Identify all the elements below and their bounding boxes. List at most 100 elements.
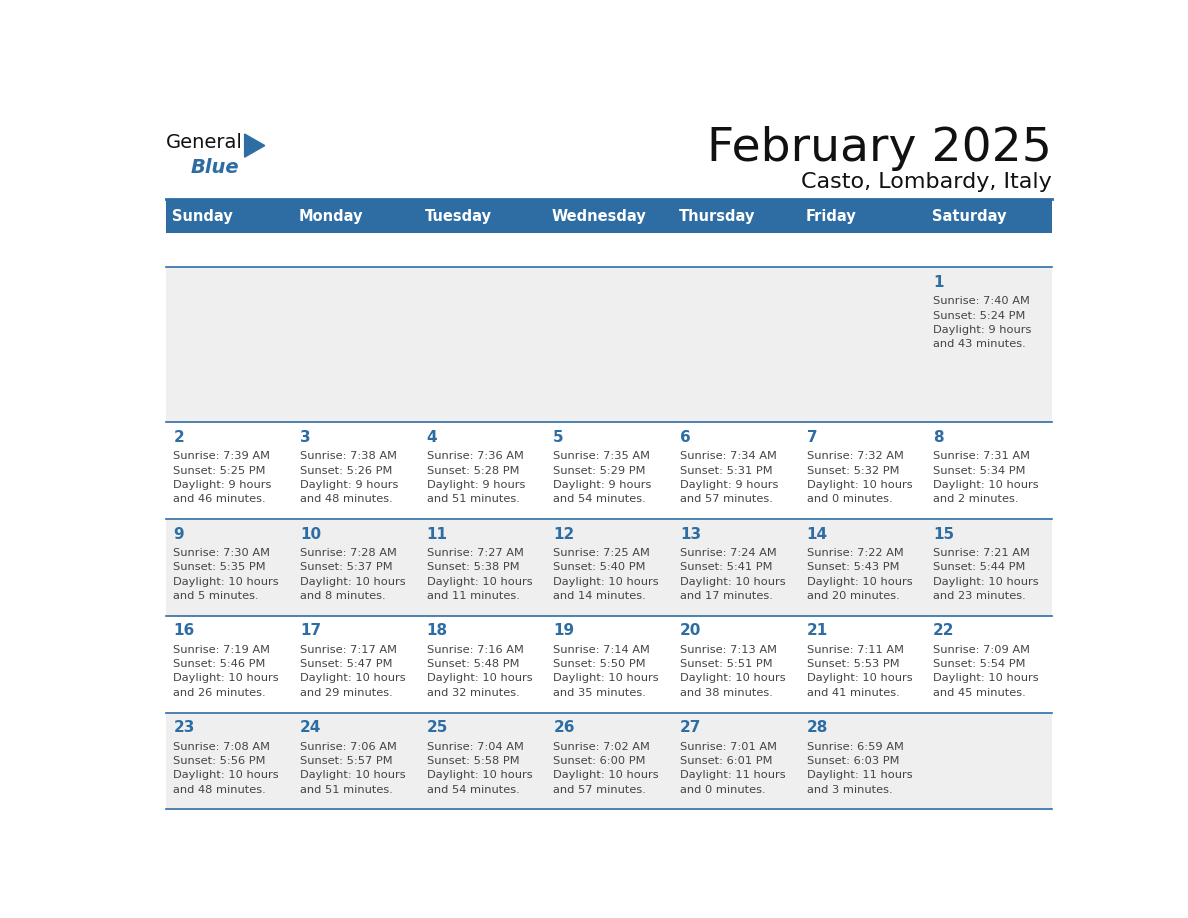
Text: Sunrise: 7:19 AM: Sunrise: 7:19 AM <box>173 645 271 655</box>
Text: and 41 minutes.: and 41 minutes. <box>807 688 899 698</box>
Text: 2: 2 <box>173 430 184 445</box>
Text: Daylight: 10 hours: Daylight: 10 hours <box>807 674 912 684</box>
Text: Sunset: 6:01 PM: Sunset: 6:01 PM <box>680 756 772 766</box>
Text: Sunrise: 7:02 AM: Sunrise: 7:02 AM <box>554 742 650 752</box>
Text: and 46 minutes.: and 46 minutes. <box>173 494 266 504</box>
Text: and 3 minutes.: and 3 minutes. <box>807 785 892 794</box>
Text: and 23 minutes.: and 23 minutes. <box>934 591 1026 601</box>
Text: Tuesday: Tuesday <box>425 209 492 224</box>
Text: Daylight: 10 hours: Daylight: 10 hours <box>299 770 405 780</box>
Text: Sunset: 5:43 PM: Sunset: 5:43 PM <box>807 563 899 573</box>
Text: and 26 minutes.: and 26 minutes. <box>173 688 266 698</box>
Text: Sunset: 5:58 PM: Sunset: 5:58 PM <box>426 756 519 766</box>
Text: 27: 27 <box>680 721 701 735</box>
Text: 7: 7 <box>807 430 817 445</box>
Text: 17: 17 <box>299 623 321 638</box>
Text: 1: 1 <box>934 274 943 290</box>
Text: and 51 minutes.: and 51 minutes. <box>299 785 393 794</box>
Text: Sunrise: 7:39 AM: Sunrise: 7:39 AM <box>173 452 271 462</box>
Text: Sunset: 5:41 PM: Sunset: 5:41 PM <box>680 563 772 573</box>
Text: 4: 4 <box>426 430 437 445</box>
Text: Sunset: 6:03 PM: Sunset: 6:03 PM <box>807 756 899 766</box>
Text: Sunrise: 7:17 AM: Sunrise: 7:17 AM <box>299 645 397 655</box>
Text: Daylight: 10 hours: Daylight: 10 hours <box>554 770 659 780</box>
Text: February 2025: February 2025 <box>707 126 1053 171</box>
Text: Sunrise: 7:32 AM: Sunrise: 7:32 AM <box>807 452 903 462</box>
Text: and 38 minutes.: and 38 minutes. <box>680 688 773 698</box>
Text: Daylight: 10 hours: Daylight: 10 hours <box>426 577 532 587</box>
Text: Sunrise: 7:16 AM: Sunrise: 7:16 AM <box>426 645 524 655</box>
Text: Daylight: 10 hours: Daylight: 10 hours <box>807 480 912 490</box>
Text: Daylight: 10 hours: Daylight: 10 hours <box>173 770 279 780</box>
Text: Daylight: 10 hours: Daylight: 10 hours <box>173 577 279 587</box>
Text: and 45 minutes.: and 45 minutes. <box>934 688 1026 698</box>
Bar <box>165 712 1053 810</box>
Text: Daylight: 10 hours: Daylight: 10 hours <box>807 577 912 587</box>
Text: Sunrise: 7:24 AM: Sunrise: 7:24 AM <box>680 548 777 558</box>
Text: and 0 minutes.: and 0 minutes. <box>680 785 765 794</box>
Text: 19: 19 <box>554 623 574 638</box>
Text: Daylight: 10 hours: Daylight: 10 hours <box>173 674 279 684</box>
Text: 25: 25 <box>426 721 448 735</box>
Text: 15: 15 <box>934 527 954 542</box>
Text: Daylight: 9 hours: Daylight: 9 hours <box>299 480 398 490</box>
Text: and 17 minutes.: and 17 minutes. <box>680 591 773 601</box>
Text: Sunset: 5:53 PM: Sunset: 5:53 PM <box>807 659 899 669</box>
Text: Sunset: 5:40 PM: Sunset: 5:40 PM <box>554 563 646 573</box>
Text: and 57 minutes.: and 57 minutes. <box>680 494 773 504</box>
Text: 23: 23 <box>173 721 195 735</box>
Text: Sunrise: 7:30 AM: Sunrise: 7:30 AM <box>173 548 271 558</box>
Text: Sunset: 5:29 PM: Sunset: 5:29 PM <box>554 465 646 476</box>
Text: Sunset: 5:46 PM: Sunset: 5:46 PM <box>173 659 266 669</box>
Text: Daylight: 10 hours: Daylight: 10 hours <box>934 480 1038 490</box>
Text: Sunset: 5:44 PM: Sunset: 5:44 PM <box>934 563 1025 573</box>
Text: and 54 minutes.: and 54 minutes. <box>554 494 646 504</box>
Text: Sunrise: 7:21 AM: Sunrise: 7:21 AM <box>934 548 1030 558</box>
Text: Daylight: 9 hours: Daylight: 9 hours <box>173 480 272 490</box>
Text: 10: 10 <box>299 527 321 542</box>
Text: and 0 minutes.: and 0 minutes. <box>807 494 892 504</box>
Text: and 11 minutes.: and 11 minutes. <box>426 591 519 601</box>
Text: Sunrise: 7:04 AM: Sunrise: 7:04 AM <box>426 742 524 752</box>
Text: Sunset: 5:56 PM: Sunset: 5:56 PM <box>173 756 266 766</box>
Text: and 14 minutes.: and 14 minutes. <box>554 591 646 601</box>
Text: Sunrise: 7:13 AM: Sunrise: 7:13 AM <box>680 645 777 655</box>
Text: Sunrise: 7:01 AM: Sunrise: 7:01 AM <box>680 742 777 752</box>
Text: and 5 minutes.: and 5 minutes. <box>173 591 259 601</box>
Text: Sunset: 5:28 PM: Sunset: 5:28 PM <box>426 465 519 476</box>
Text: 21: 21 <box>807 623 828 638</box>
Text: Sunset: 5:34 PM: Sunset: 5:34 PM <box>934 465 1025 476</box>
Text: Wednesday: Wednesday <box>552 209 646 224</box>
Text: General: General <box>165 133 242 152</box>
Text: Daylight: 11 hours: Daylight: 11 hours <box>680 770 785 780</box>
Text: Daylight: 10 hours: Daylight: 10 hours <box>299 674 405 684</box>
Text: 6: 6 <box>680 430 690 445</box>
Text: Sunset: 5:35 PM: Sunset: 5:35 PM <box>173 563 266 573</box>
Text: Sunrise: 7:38 AM: Sunrise: 7:38 AM <box>299 452 397 462</box>
Text: 9: 9 <box>173 527 184 542</box>
Text: Sunrise: 7:14 AM: Sunrise: 7:14 AM <box>554 645 650 655</box>
Text: Sunrise: 7:35 AM: Sunrise: 7:35 AM <box>554 452 650 462</box>
Bar <box>165 422 1053 519</box>
Text: Sunset: 5:26 PM: Sunset: 5:26 PM <box>299 465 392 476</box>
Text: 3: 3 <box>299 430 310 445</box>
Text: 8: 8 <box>934 430 944 445</box>
Text: and 43 minutes.: and 43 minutes. <box>934 340 1026 349</box>
Text: and 57 minutes.: and 57 minutes. <box>554 785 646 794</box>
Text: Sunset: 5:57 PM: Sunset: 5:57 PM <box>299 756 392 766</box>
Text: Sunset: 5:51 PM: Sunset: 5:51 PM <box>680 659 772 669</box>
Text: 18: 18 <box>426 623 448 638</box>
Text: 13: 13 <box>680 527 701 542</box>
Text: Sunrise: 7:34 AM: Sunrise: 7:34 AM <box>680 452 777 462</box>
Text: Sunrise: 7:11 AM: Sunrise: 7:11 AM <box>807 645 904 655</box>
Text: Sunset: 5:54 PM: Sunset: 5:54 PM <box>934 659 1025 669</box>
Text: and 54 minutes.: and 54 minutes. <box>426 785 519 794</box>
Bar <box>165 267 1053 422</box>
Text: Sunset: 5:48 PM: Sunset: 5:48 PM <box>426 659 519 669</box>
Bar <box>165 199 1053 233</box>
Text: 5: 5 <box>554 430 564 445</box>
Text: Daylight: 9 hours: Daylight: 9 hours <box>680 480 778 490</box>
Text: 28: 28 <box>807 721 828 735</box>
Text: and 48 minutes.: and 48 minutes. <box>173 785 266 794</box>
Polygon shape <box>245 134 265 157</box>
